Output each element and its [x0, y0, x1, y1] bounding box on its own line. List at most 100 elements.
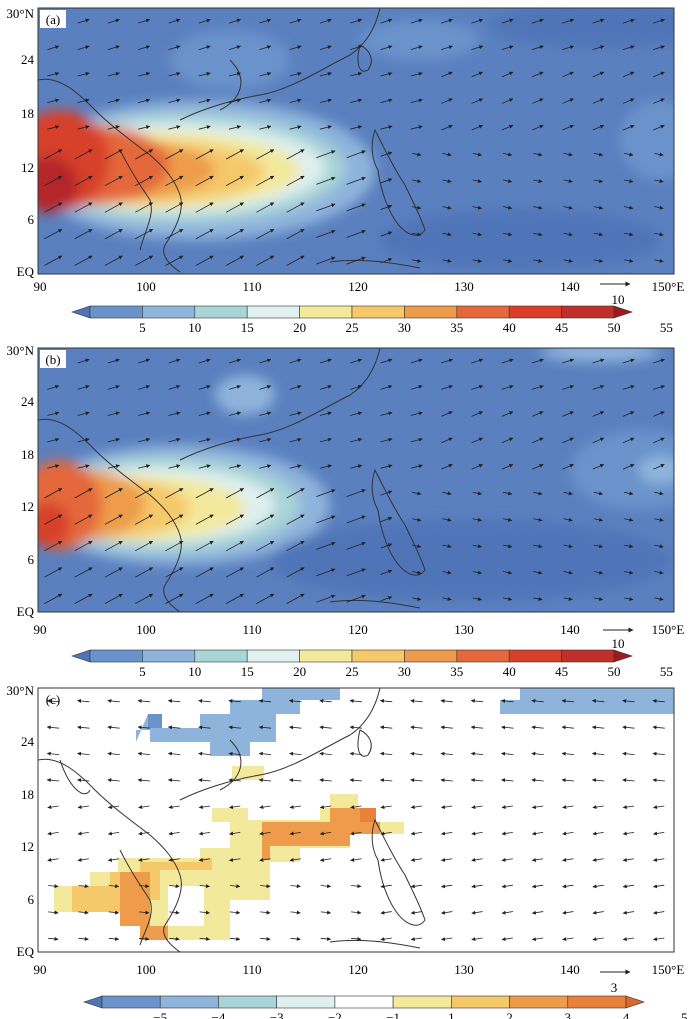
wind-vector — [531, 831, 544, 836]
wind-vector — [410, 778, 423, 783]
lon-label: 110 — [242, 279, 261, 294]
wind-vector — [168, 805, 180, 810]
wind-vector — [654, 517, 664, 522]
wind-vector — [441, 937, 453, 942]
wind-vector — [319, 805, 332, 810]
wind-vector — [259, 18, 272, 24]
wind-vector — [501, 910, 513, 915]
wind-vector — [592, 384, 605, 390]
wind-vector — [563, 205, 573, 210]
colorbar-swatch — [456, 649, 510, 663]
wind-vector — [47, 857, 59, 862]
wind-vector — [501, 857, 513, 862]
wind-vector — [653, 71, 665, 78]
wind-vector — [259, 805, 271, 810]
panel-c-frame — [37, 687, 675, 953]
wind-vector — [593, 517, 604, 522]
wind-vector — [289, 358, 302, 364]
wind-vector — [470, 751, 484, 756]
wind-vector — [316, 541, 336, 550]
colorbar-swatch — [276, 995, 336, 1009]
wind-vector — [260, 936, 271, 941]
wind-vector — [380, 257, 393, 264]
wind-vector — [104, 567, 123, 578]
wind-vector — [471, 45, 484, 51]
wind-vector — [502, 597, 513, 601]
wind-vector — [470, 725, 484, 730]
wind-vector — [502, 258, 513, 263]
wind-vector — [442, 491, 452, 496]
wind-vector — [165, 255, 184, 266]
wind-vector — [260, 910, 271, 915]
wind-vector — [346, 150, 366, 159]
wind-vector — [442, 597, 452, 601]
wind-vector — [410, 698, 423, 703]
wind-vector — [410, 71, 423, 77]
wind-vector — [259, 384, 272, 390]
wind-vector — [563, 517, 573, 522]
wind-vector — [533, 179, 543, 184]
wind-vector — [77, 71, 90, 77]
wind-vector — [169, 910, 180, 915]
wind-vector — [562, 937, 574, 942]
colorbar-tick-label: 15 — [241, 320, 254, 335]
wind-vector — [104, 149, 123, 160]
colorbar-extend-low — [83, 995, 103, 1009]
wind-vector — [256, 593, 275, 604]
wind-vector — [652, 778, 665, 783]
wind-vector — [229, 884, 241, 889]
wind-vector — [470, 698, 484, 703]
wind-vector — [501, 18, 514, 24]
wind-vector — [471, 411, 484, 417]
wind-vector — [229, 805, 241, 810]
wind-vector — [471, 384, 484, 390]
wind-vector — [319, 411, 332, 416]
wind-vector — [592, 71, 605, 78]
wind-vector — [622, 358, 635, 364]
wind-vector — [319, 18, 332, 24]
wind-vector — [441, 884, 453, 889]
wind-vector — [410, 98, 423, 103]
wind-vector — [533, 258, 543, 263]
wind-vector — [410, 464, 423, 469]
wind-vector — [77, 857, 89, 862]
wind-vector — [286, 175, 305, 187]
wind-vector — [562, 45, 575, 51]
wind-vector — [622, 71, 635, 78]
wind-vector — [167, 698, 181, 703]
wind-vector — [229, 18, 241, 24]
wind-vector — [228, 437, 242, 443]
colorbar-tick-label: 25 — [346, 320, 359, 335]
wind-vector — [654, 491, 664, 496]
wind-vector — [77, 725, 90, 730]
wind-vector — [562, 384, 575, 390]
wind-vector — [349, 778, 363, 783]
wind-vector — [256, 175, 275, 187]
wind-vector — [501, 751, 514, 756]
wind-vector — [138, 857, 150, 862]
lat-label: 18 — [21, 106, 34, 121]
wind-vector — [77, 751, 90, 756]
wind-vector — [258, 751, 272, 756]
wind-vector — [350, 884, 362, 889]
wind-vector — [316, 515, 336, 524]
lat-label: 12 — [21, 839, 34, 854]
wind-vector — [441, 71, 453, 78]
wind-vector — [319, 751, 332, 756]
wind-vector — [562, 884, 574, 889]
wind-vector — [380, 151, 393, 157]
wind-vector — [168, 358, 181, 364]
wind-vector — [107, 751, 120, 756]
colorbar-swatch — [567, 995, 627, 1009]
wind-vector — [653, 805, 665, 810]
wind-vector — [47, 125, 60, 130]
wind-vector — [319, 857, 332, 862]
wind-vector — [316, 568, 336, 577]
wind-vector — [256, 514, 275, 525]
wind-vector — [104, 228, 123, 240]
wind-vector — [225, 228, 244, 240]
wind-vector — [138, 411, 151, 416]
wind-vector — [107, 831, 120, 836]
wind-vector — [135, 228, 154, 240]
wind-vector — [593, 205, 604, 210]
